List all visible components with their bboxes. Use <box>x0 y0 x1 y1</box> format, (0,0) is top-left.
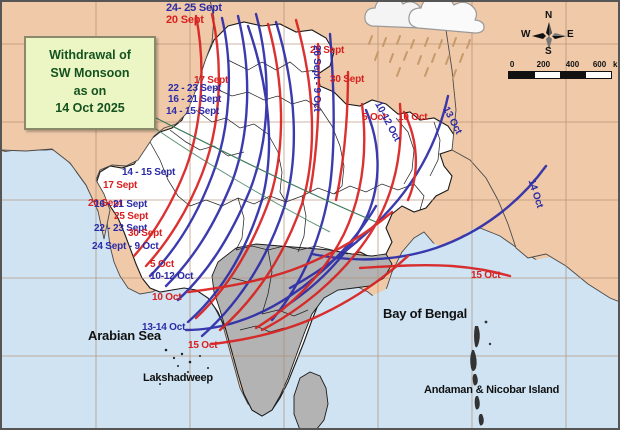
isochrone-24-25-sept <box>186 24 271 324</box>
label-22-23-sept-top: 22 - 23 Sept <box>168 83 222 94</box>
compass-rose: N S E W <box>520 10 578 58</box>
label-24-25-sept: 24- 25 Sept <box>166 2 222 14</box>
andaman-nicobar-islands <box>470 320 492 426</box>
label-30-sept: 30 Sept <box>330 74 365 85</box>
label-20-sept-left: 20 Sept <box>88 198 123 209</box>
isochrone-15-oct-e <box>358 263 512 278</box>
legend-box: Withdrawal of SW Monsoon as on 14 Oct 20… <box>24 36 156 130</box>
compass-star-icon <box>532 22 566 50</box>
legend-line-3: as on <box>73 83 107 98</box>
label-20-sept-top: 20 Sept <box>166 14 204 26</box>
isochrone-10-oct-w <box>186 210 394 294</box>
isochrone-30-sept-ne <box>334 70 350 202</box>
label-5-oct-left: 5 Oct <box>150 259 175 270</box>
scale-tick-labels: 0 200 400 600 km <box>508 60 620 70</box>
isochrone-16-21-sept <box>164 14 249 288</box>
isochrone-10-oct <box>260 102 402 332</box>
isochrone-red-far-east <box>402 110 418 202</box>
scale-bar-segments <box>508 71 612 79</box>
arabian-sea-label: Arabian Sea <box>88 328 161 343</box>
isochrone-10-12-oct <box>284 108 379 308</box>
scale-tick-3: 600 <box>592 60 607 69</box>
label-16-21-sept-top: 16 - 21 Sept <box>168 94 222 105</box>
isochrone-20-sept <box>132 14 203 258</box>
label-5-oct-top: 5 Oct <box>362 112 387 123</box>
label-25-sept-left: 25 Sept <box>114 211 149 222</box>
scale-unit: km <box>613 60 620 69</box>
lakshadweep-label: Lakshadweep <box>143 372 213 384</box>
legend-leader-line <box>155 117 377 223</box>
south-peninsula-region <box>211 243 393 417</box>
isochrone-5-oct <box>254 102 366 330</box>
label-26-sept-9-oct: 26 Sept - 9 Oct <box>311 45 322 112</box>
isochrone-14-15-sept <box>148 16 231 278</box>
scale-tick-1: 200 <box>536 60 551 69</box>
cloud-icon <box>364 0 485 79</box>
legend-leader-line-2 <box>145 121 331 233</box>
arabian-sea <box>0 150 104 430</box>
andaman-nicobar-label: Andaman & Nicobar Island <box>424 384 560 396</box>
isochrone-15-oct-w <box>210 254 410 346</box>
compass-west-label: W <box>521 29 531 40</box>
legend-line-4: 14 Oct 2025 <box>55 101 125 116</box>
label-24-sept-9-oct: 24 Sept - 9 Oct <box>92 241 159 252</box>
withdrawal-line-red-group <box>132 12 512 346</box>
isochrone-25-sept <box>194 22 283 320</box>
sri-lanka <box>293 371 329 430</box>
bay-of-bengal-water <box>290 228 620 430</box>
isochrone-14-oct <box>310 164 548 261</box>
label-22-23-sept-left: 22 - 23 Sept <box>94 223 148 234</box>
lakshadweep-islands <box>159 348 209 385</box>
scale-tick-2: 400 <box>565 60 580 69</box>
label-16-21-sept-left: 16 - 21 Sept <box>94 199 148 210</box>
label-10-12-oct-left: 10-12 Oct <box>150 271 194 282</box>
raindrops <box>368 35 471 79</box>
scale-bar: 0 200 400 600 km <box>508 60 620 79</box>
legend-line-2: SW Monsoon <box>50 65 130 80</box>
label-30-sept-left: 30 Sept <box>128 228 163 239</box>
compass-south-label: S <box>545 46 552 57</box>
label-17-sept-left: 17 Sept <box>103 180 138 191</box>
compass-north-label: N <box>545 10 553 21</box>
isochrone-22-23-sept <box>176 12 268 302</box>
label-17-sept-top: 17 Sept <box>194 75 229 86</box>
scale-tick-0: 0 <box>509 60 515 69</box>
label-13-14-oct: 13-14 Oct <box>142 322 186 333</box>
label-10-oct-top: 10 Oct <box>398 112 428 123</box>
label-10-oct-left: 10 Oct <box>152 292 182 303</box>
isochrone-17-sept <box>144 12 221 268</box>
label-14-15-sept-top: 14 - 15 Sept <box>166 106 220 117</box>
compass-east-label: E <box>567 29 574 40</box>
bay-of-bengal-label: Bay of Bengal <box>383 306 468 321</box>
isochrone-30-sept <box>218 18 314 332</box>
label-15-oct-west: 15 Oct <box>188 340 218 351</box>
isochrone-13-14-oct <box>184 204 378 332</box>
label-14-15-sept-left: 14 - 15 Sept <box>122 167 176 178</box>
legend-line-1: Withdrawal of <box>49 48 131 62</box>
label-25-sept: 25 Sept <box>310 45 345 56</box>
isochrone-25-sept-ne <box>308 42 320 194</box>
label-15-oct-east: 15 Oct <box>471 270 501 281</box>
